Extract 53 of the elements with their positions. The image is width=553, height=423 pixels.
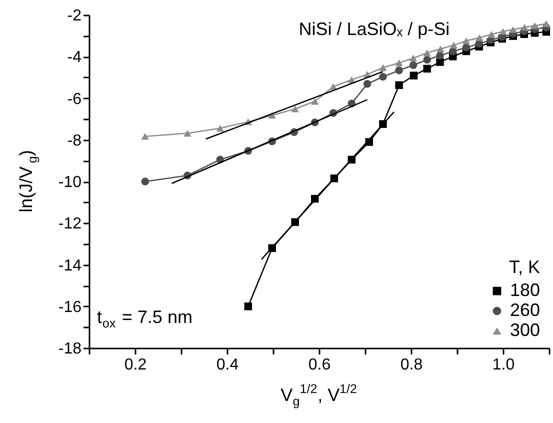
point (310, 98, 319, 105)
point (488, 31, 496, 38)
x-tick-label: 0.6 (308, 356, 331, 374)
y-tick-label: -14 (58, 257, 82, 274)
x-tick-label: 1.0 (492, 356, 515, 374)
point (379, 72, 387, 81)
point (409, 54, 418, 62)
point (410, 72, 418, 80)
y-tick-label: -4 (67, 49, 82, 66)
x-tick-label: 0.2 (124, 356, 147, 374)
point (476, 34, 484, 42)
y-tick-label: -10 (58, 174, 82, 191)
point (423, 64, 431, 73)
y-tick-label: -16 (58, 298, 82, 316)
point (436, 58, 444, 66)
point (499, 28, 507, 35)
x-tick-label: 0.4 (216, 356, 239, 374)
y-tick-label: -12 (58, 216, 82, 233)
y-axis-title: ln(J/Vg) (16, 150, 40, 212)
y-tick-label: -18 (58, 340, 82, 358)
point (141, 132, 149, 140)
point (542, 20, 550, 28)
y-tick-label: -8 (67, 132, 82, 150)
point (530, 22, 539, 29)
legend-label: 180 (510, 280, 540, 300)
y-tick-label: -6 (67, 90, 82, 108)
point (436, 52, 444, 60)
point (141, 178, 149, 186)
point (462, 37, 470, 44)
point (520, 24, 528, 31)
point (363, 80, 372, 88)
point (409, 61, 418, 70)
point (423, 56, 431, 64)
point (509, 26, 517, 33)
point (395, 66, 403, 74)
legend-title: T, K (508, 257, 540, 277)
point (462, 44, 470, 52)
point (423, 50, 431, 56)
point (395, 81, 403, 90)
point (291, 106, 299, 112)
point (448, 48, 457, 56)
point (216, 124, 224, 132)
legend-label: 260 (510, 300, 540, 320)
point (395, 60, 403, 66)
point (436, 46, 444, 52)
x-tick-label: 0.8 (400, 356, 423, 374)
point (184, 130, 192, 137)
legend-label: 300 (510, 320, 540, 340)
point (450, 42, 458, 49)
point (244, 302, 252, 310)
y-tick-label: -2 (67, 8, 82, 24)
point (379, 64, 387, 72)
chart-title: NiSi / LaSiOₓ / p-Si (298, 19, 450, 39)
